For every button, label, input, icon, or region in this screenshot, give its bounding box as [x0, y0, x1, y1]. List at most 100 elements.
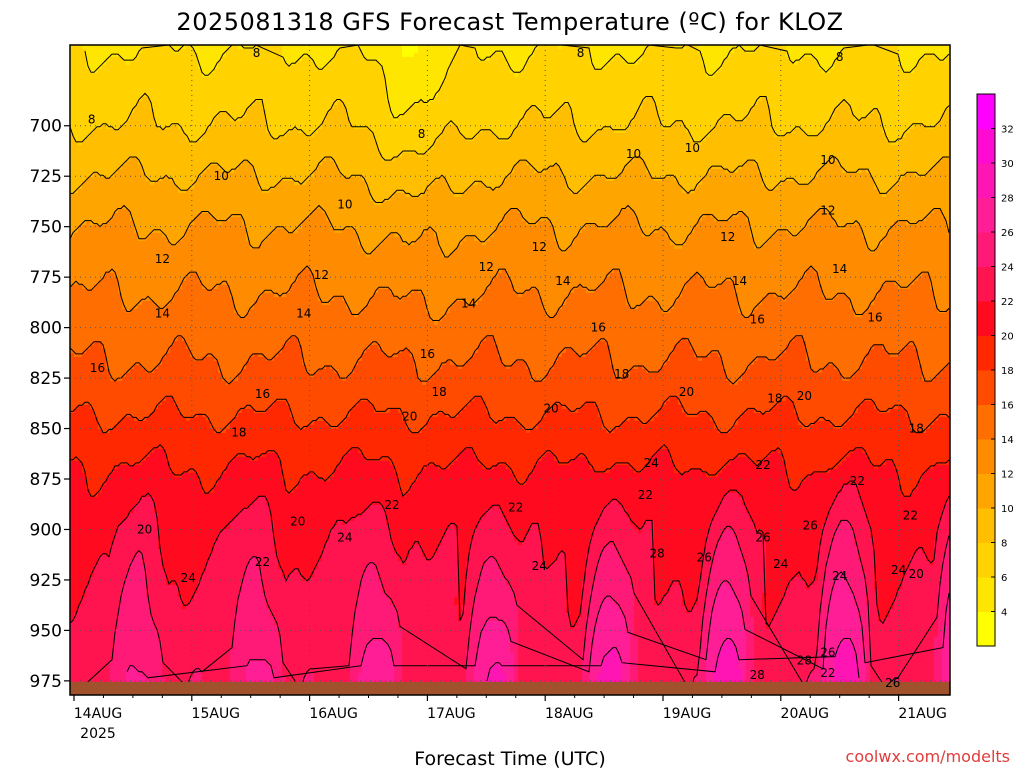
temperature-cell — [158, 565, 163, 570]
temperature-cell — [106, 405, 111, 410]
temperature-cell — [142, 277, 147, 282]
temperature-cell — [106, 525, 111, 530]
temperature-cell — [114, 297, 119, 302]
temperature-cell — [174, 93, 179, 98]
temperature-cell — [86, 105, 91, 110]
temperature-cell — [166, 597, 171, 602]
temperature-cell — [106, 565, 111, 570]
temperature-cell — [130, 137, 135, 142]
temperature-cell — [98, 413, 103, 418]
temperature-cell — [170, 109, 175, 114]
temperature-cell — [178, 105, 183, 110]
temperature-cell — [86, 233, 91, 238]
temperature-cell — [178, 461, 183, 466]
temperature-cell — [182, 537, 187, 542]
temperature-cell — [110, 225, 115, 230]
temperature-cell — [186, 657, 191, 662]
temperature-cell — [150, 385, 155, 390]
temperature-cell — [142, 441, 147, 446]
temperature-cell — [78, 673, 83, 678]
temperature-cell — [166, 645, 171, 650]
temperature-cell — [178, 649, 183, 654]
temperature-cell — [186, 49, 191, 54]
temperature-cell — [150, 465, 155, 470]
temperature-cell — [78, 669, 83, 674]
temperature-cell — [186, 525, 191, 530]
temperature-cell — [154, 285, 159, 290]
temperature-cell — [122, 505, 127, 510]
temperature-cell — [114, 653, 119, 658]
temperature-cell — [182, 525, 187, 530]
temperature-cell — [102, 301, 107, 306]
temperature-cell — [98, 137, 103, 142]
temperature-cell — [82, 397, 87, 402]
temperature-cell — [178, 545, 183, 550]
temperature-cell — [170, 305, 175, 310]
temperature-cell — [138, 393, 143, 398]
temperature-cell — [74, 473, 79, 478]
temperature-cell — [170, 573, 175, 578]
temperature-cell — [82, 197, 87, 202]
temperature-cell — [122, 365, 127, 370]
temperature-cell — [186, 245, 191, 250]
temperature-cell — [142, 153, 147, 158]
temperature-cell — [94, 161, 99, 166]
temperature-cell — [154, 349, 159, 354]
temperature-cell — [186, 397, 191, 402]
temperature-cell — [98, 53, 103, 58]
temperature-cell — [98, 393, 103, 398]
temperature-cell — [170, 509, 175, 514]
temperature-cell — [146, 513, 151, 518]
temperature-cell — [170, 353, 175, 358]
temperature-cell — [142, 341, 147, 346]
temperature-cell — [162, 409, 167, 414]
temperature-cell — [146, 149, 151, 154]
temperature-cell — [146, 469, 151, 474]
temperature-cell — [138, 445, 143, 450]
temperature-cell — [170, 133, 175, 138]
temperature-cell — [162, 225, 167, 230]
temperature-cell — [162, 77, 167, 82]
temperature-cell — [98, 397, 103, 402]
temperature-cell — [78, 361, 83, 366]
temperature-cell — [166, 269, 171, 274]
temperature-cell — [86, 93, 91, 98]
temperature-cell — [150, 405, 155, 410]
temperature-cell — [166, 661, 171, 666]
temperature-cell — [98, 353, 103, 358]
temperature-cell — [114, 253, 119, 258]
temperature-cell — [186, 177, 191, 182]
temperature-cell — [178, 421, 183, 426]
temperature-cell — [90, 669, 95, 674]
temperature-cell — [162, 381, 167, 386]
temperature-cell — [106, 613, 111, 618]
temperature-cell — [78, 553, 83, 558]
temperature-cell — [158, 189, 163, 194]
temperature-cell — [178, 85, 183, 90]
temperature-cell — [162, 149, 167, 154]
temperature-cell — [114, 85, 119, 90]
temperature-cell — [126, 437, 131, 442]
temperature-cell — [158, 129, 163, 134]
temperature-cell — [146, 461, 151, 466]
temperature-cell — [146, 421, 151, 426]
temperature-cell — [90, 309, 95, 314]
temperature-cell — [90, 193, 95, 198]
temperature-cell — [78, 541, 83, 546]
temperature-cell — [162, 269, 167, 274]
temperature-cell — [166, 509, 171, 514]
temperature-cell — [170, 461, 175, 466]
temperature-cell — [126, 213, 131, 218]
temperature-cell — [174, 385, 179, 390]
temperature-cell — [134, 181, 139, 186]
temperature-cell — [142, 113, 147, 118]
temperature-cell — [102, 205, 107, 210]
temperature-cell — [186, 445, 191, 450]
temperature-cell — [106, 409, 111, 414]
temperature-cell — [74, 273, 79, 278]
temperature-cell — [186, 489, 191, 494]
temperature-cell — [110, 317, 115, 322]
temperature-cell — [126, 385, 131, 390]
temperature-cell — [126, 581, 131, 586]
temperature-cell — [130, 501, 135, 506]
